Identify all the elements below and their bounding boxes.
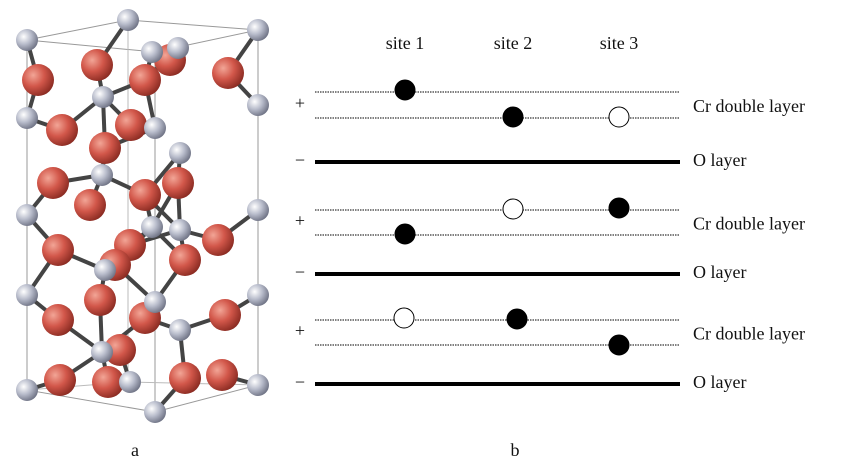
empty-site — [394, 308, 414, 328]
site-label: site 2 — [494, 33, 533, 53]
oxygen-atom — [162, 167, 194, 199]
cr-atom — [141, 216, 163, 238]
cr-atom — [119, 371, 141, 393]
filled-site — [609, 198, 629, 218]
filled-site — [507, 309, 527, 329]
oxygen-atom — [37, 167, 69, 199]
cr-atom — [92, 86, 114, 108]
oxygen-atom — [129, 179, 161, 211]
layer-sign: + — [295, 211, 305, 231]
cr-atom — [117, 9, 139, 31]
cr-atom — [247, 19, 269, 41]
cr-atom — [169, 219, 191, 241]
oxygen-atom — [84, 284, 116, 316]
crystal-structure — [16, 9, 269, 423]
layer-sign: + — [295, 93, 305, 113]
cr-atom — [16, 379, 38, 401]
cr-atom — [247, 374, 269, 396]
cr-atom — [247, 284, 269, 306]
filled-site — [609, 335, 629, 355]
oxygen-atom — [202, 224, 234, 256]
layer-label: O layer — [693, 262, 746, 282]
oxygen-atom — [209, 299, 241, 331]
cr-atom — [16, 284, 38, 306]
oxygen-atom — [81, 49, 113, 81]
cr-atom — [16, 29, 38, 51]
cr-atom — [141, 41, 163, 63]
layer-label: Cr double layer — [693, 214, 805, 234]
layer-sign: − — [295, 372, 305, 392]
figure: a b site 1 site 2 site 3 + Cr double layer − O… — [0, 0, 855, 464]
cr-atom — [91, 341, 113, 363]
site-label: site 3 — [600, 33, 639, 53]
oxygen-atom — [212, 57, 244, 89]
oxygen-atom — [42, 304, 74, 336]
layer-sign: − — [295, 150, 305, 170]
oxygen-atom — [89, 132, 121, 164]
layer-label: O layer — [693, 372, 746, 392]
cr-atom — [16, 107, 38, 129]
oxygen-atom — [169, 244, 201, 276]
cr-atom — [247, 94, 269, 116]
cr-atom — [144, 401, 166, 423]
empty-site — [609, 107, 629, 127]
oxygen-atom — [74, 189, 106, 221]
oxygen-atom — [44, 364, 76, 396]
cr-atom — [169, 142, 191, 164]
layer-label: O layer — [693, 150, 746, 170]
cr-atom — [91, 164, 113, 186]
cr-atom — [169, 319, 191, 341]
cr-atom — [167, 37, 189, 59]
oxygen-atom — [206, 359, 238, 391]
layer-sign: + — [295, 321, 305, 341]
layer-label: Cr double layer — [693, 324, 805, 344]
cr-atom — [144, 291, 166, 313]
oxygen-atom — [169, 362, 201, 394]
cr-atom — [94, 259, 116, 281]
layer-label: Cr double layer — [693, 96, 805, 116]
empty-site — [503, 199, 523, 219]
filled-site — [395, 80, 415, 100]
panel-label: a — [131, 440, 139, 460]
site-label: site 1 — [386, 33, 425, 53]
oxygen-atom — [42, 234, 74, 266]
oxygen-atom — [22, 64, 54, 96]
cr-atom — [247, 199, 269, 221]
oxygen-atom — [129, 64, 161, 96]
layer-sign: − — [295, 262, 305, 282]
oxygen-atom — [46, 114, 78, 146]
filled-site — [395, 224, 415, 244]
cr-atom — [144, 117, 166, 139]
cr-atom — [16, 204, 38, 226]
oxygen-atom — [115, 109, 147, 141]
panel-label: b — [511, 440, 520, 460]
filled-site — [503, 107, 523, 127]
